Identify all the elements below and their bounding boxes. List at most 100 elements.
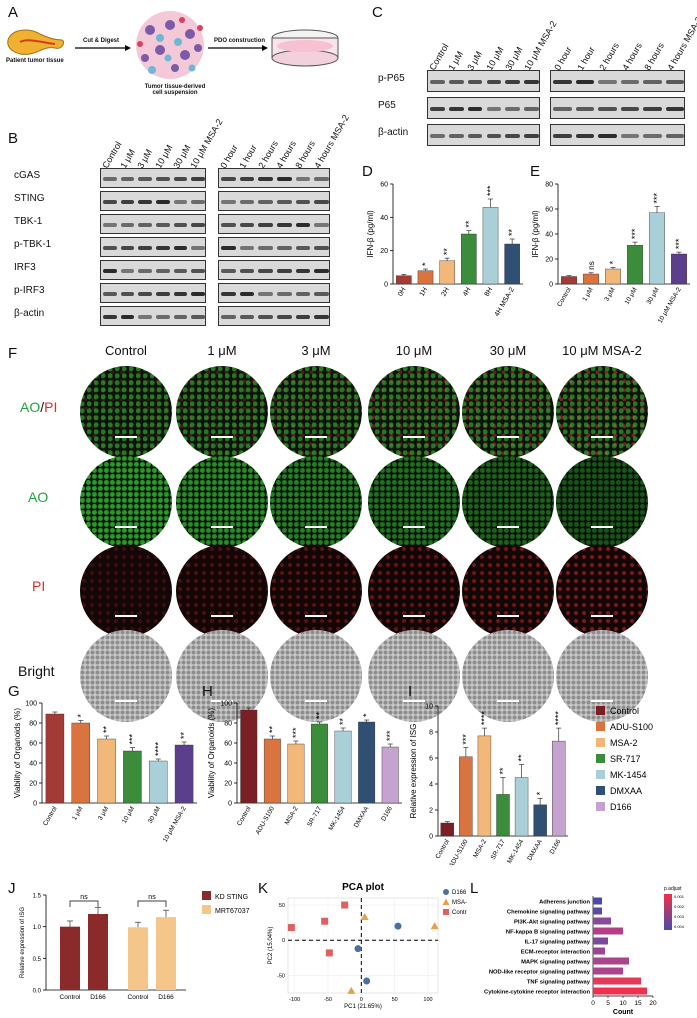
y-tick-label: -50 xyxy=(277,973,285,979)
bar xyxy=(240,709,258,804)
blot-band xyxy=(505,134,521,138)
legend-swatch xyxy=(596,802,605,811)
y-tick-label: 20 xyxy=(224,781,232,788)
blot-band xyxy=(103,269,117,273)
y-tick-label: 0 xyxy=(384,282,388,289)
micrograph xyxy=(462,545,554,637)
row-label: Bright xyxy=(18,663,55,679)
significance-label: * xyxy=(76,714,86,718)
category-label: D166 xyxy=(549,838,563,855)
significance-label: ** xyxy=(315,711,325,719)
legend-swatch xyxy=(596,738,605,747)
bar xyxy=(561,276,577,285)
significance-label: *** xyxy=(385,730,395,741)
micrograph xyxy=(368,545,460,637)
legend-marker xyxy=(443,909,449,915)
lane-label: 4 hours MSA-2 xyxy=(665,15,697,72)
scale-bar xyxy=(115,700,137,702)
data-point xyxy=(287,924,295,932)
blot-strip xyxy=(100,306,206,326)
category-label: 10 μM MSA-2 xyxy=(657,286,683,324)
blot-band xyxy=(314,177,329,181)
y-tick-label: 80 xyxy=(29,721,37,728)
blot-band xyxy=(665,80,684,84)
significance-label: *** xyxy=(674,238,684,249)
bar xyxy=(671,253,687,285)
blot-band xyxy=(643,107,662,111)
category-label: 4H MSA-2 xyxy=(494,286,516,318)
blot-strip xyxy=(550,97,685,119)
legend-label: D166 xyxy=(452,890,467,896)
x-tick-label: 20 xyxy=(649,1000,657,1007)
bar xyxy=(593,897,602,905)
blot-band xyxy=(239,246,255,250)
category-label: MK-1454 xyxy=(506,838,525,865)
lane-label: 10 μM xyxy=(153,143,175,170)
blot-band xyxy=(277,177,292,181)
category-label: 1 μM xyxy=(581,287,594,303)
significance-label: * xyxy=(362,713,372,717)
chart-j: 0.0 0.5 1.0 1.5 Relative expression of ISG Co… xyxy=(20,891,250,1001)
significance-label: * xyxy=(535,791,545,795)
blot-band xyxy=(467,80,483,84)
blot-strip xyxy=(218,191,330,211)
category-label: MAPK signaling pathway xyxy=(521,960,591,966)
blot-band xyxy=(277,200,292,204)
micrograph xyxy=(556,456,648,548)
blot-band xyxy=(258,292,273,296)
bar xyxy=(583,273,599,285)
category-label: IL-17 signaling pathway xyxy=(525,940,591,946)
chart-d: 0 20 40 60 IFN-β (pg/ml) 0H * 1H ** 2H ** 4H *** 8H **… xyxy=(366,182,523,318)
blot-band xyxy=(173,315,188,319)
blot-band xyxy=(156,246,170,250)
blot-band xyxy=(156,223,170,227)
blot-band xyxy=(524,134,539,138)
lane-label: 1 μM xyxy=(117,147,137,170)
significance-label: ** xyxy=(442,248,452,256)
category-label: NOD-like receptor signaling pathway xyxy=(489,970,591,976)
panel-e-label: E xyxy=(530,163,541,180)
blot-band xyxy=(643,134,662,138)
lane-label: 1 μM xyxy=(446,49,466,72)
significance-bracket xyxy=(69,900,99,907)
bar xyxy=(88,914,108,990)
y-axis-label: Relative expression of ISG xyxy=(20,907,26,978)
scale-bar xyxy=(115,436,137,438)
category-label: Control xyxy=(60,994,82,1001)
blot-band xyxy=(258,246,273,250)
blot-band xyxy=(138,246,152,250)
blot-band xyxy=(156,269,170,273)
legend-label: MRT67037 xyxy=(215,908,250,915)
y-tick-label: 40 xyxy=(545,232,553,239)
lane-label: 1 hour xyxy=(575,44,597,72)
significance-label: **** xyxy=(479,711,489,726)
chart-e: 0 20 40 60 80 IFN-β (pg/ml) Control ns 1 μM * 3 μM… xyxy=(531,182,690,325)
legend-swatch xyxy=(202,905,211,914)
category-label: TNF signaling pathway xyxy=(527,980,591,986)
micrograph xyxy=(176,456,268,548)
blot-band xyxy=(448,134,464,138)
lane-label: 3 μM xyxy=(465,49,485,72)
scale-bar xyxy=(497,436,519,438)
bar xyxy=(593,907,602,915)
panel-f-label: F xyxy=(8,345,18,362)
blot-strip xyxy=(100,214,206,234)
blot-band xyxy=(277,269,292,273)
blot-band xyxy=(295,200,311,204)
y-tick-label: 6 xyxy=(429,756,433,763)
blot-band xyxy=(173,292,188,296)
x-tick-label: -50 xyxy=(324,997,332,1003)
bar xyxy=(459,756,473,837)
blot-band xyxy=(138,315,152,319)
lane-label: 4 hours xyxy=(620,40,644,72)
blot-band xyxy=(505,80,521,84)
bar xyxy=(627,245,643,285)
blot-band xyxy=(314,223,329,227)
significance-label: ** xyxy=(517,754,527,762)
y-tick-label: 2 xyxy=(429,808,433,815)
y-tick-label: 80 xyxy=(545,182,553,189)
blot-band xyxy=(156,200,170,204)
blot-band xyxy=(173,246,188,250)
bar xyxy=(381,746,399,804)
blot-band xyxy=(314,292,329,296)
